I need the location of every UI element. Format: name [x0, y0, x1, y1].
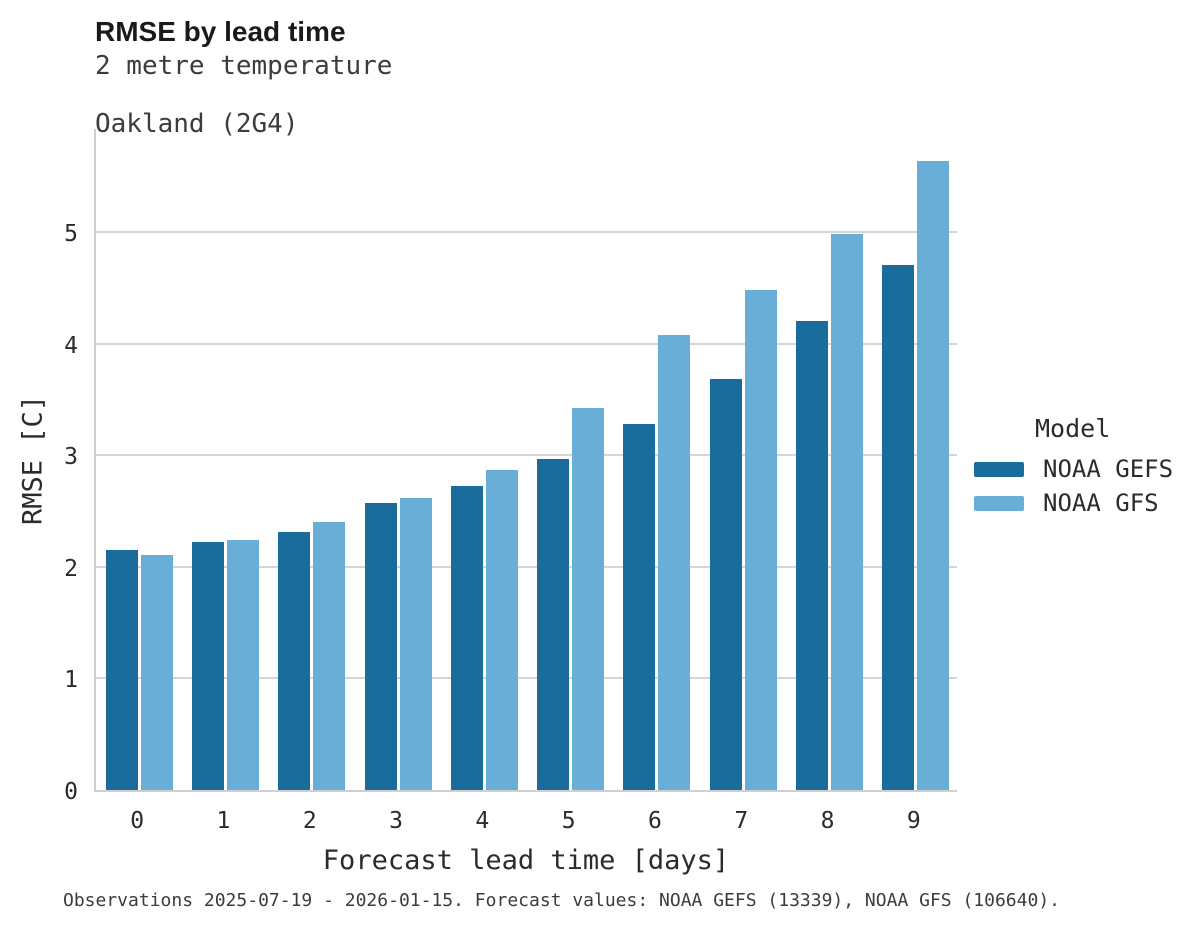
bar-noaa-gefs-lead-2 [278, 532, 311, 790]
bar-noaa-gefs-lead-7 [709, 379, 742, 790]
gridline-y-2 [96, 565, 957, 568]
chart-title: RMSE by lead time [95, 16, 346, 47]
bar-noaa-gfs-lead-5 [572, 408, 605, 790]
gridline-y-3 [96, 454, 957, 457]
plot-area [94, 129, 957, 792]
x-tick-label-3: 3 [389, 808, 403, 834]
caption: Observations 2025-07-19 - 2026-01-15. Fo… [63, 890, 1060, 911]
gridline-y-1 [96, 677, 957, 680]
bar-noaa-gfs-lead-9 [917, 160, 950, 790]
bar-noaa-gefs-lead-1 [191, 542, 224, 790]
y-tick-label-5: 5 [64, 220, 78, 247]
bar-noaa-gfs-lead-3 [399, 497, 432, 790]
y-tick-label-3: 3 [64, 444, 78, 471]
bar-noaa-gefs-lead-5 [537, 458, 570, 790]
y-tick-label-1: 1 [64, 667, 78, 694]
bar-noaa-gfs-lead-8 [831, 234, 864, 790]
bar-noaa-gfs-lead-4 [485, 469, 518, 790]
bar-noaa-gefs-lead-9 [882, 265, 915, 790]
y-tick-label-4: 4 [64, 332, 78, 359]
y-tick-label-2: 2 [64, 555, 78, 582]
subtitle-line-2: Oakland (2G4) [95, 109, 299, 139]
y-tick-label-0: 0 [64, 779, 78, 805]
x-tick-label-8: 8 [820, 808, 835, 834]
bar-noaa-gfs-lead-1 [226, 539, 259, 790]
x-tick-label-9: 9 [906, 808, 921, 834]
legend-label-noaa-gefs: NOAA GEFS [1043, 455, 1174, 483]
noaa-gefs-swatch-icon [974, 461, 1024, 477]
x-tick-label-7: 7 [734, 808, 749, 834]
x-tick-label-2: 2 [302, 808, 317, 834]
x-tick-label-0: 0 [130, 808, 145, 834]
bar-noaa-gfs-lead-0 [140, 554, 173, 790]
x-tick-label-5: 5 [561, 808, 576, 834]
gridline-y-4 [96, 342, 957, 345]
x-tick-label-4: 4 [475, 808, 490, 834]
subtitle-line-1: 2 metre temperature [95, 51, 393, 81]
bar-noaa-gefs-lead-6 [623, 423, 656, 790]
bar-noaa-gefs-lead-0 [105, 550, 138, 790]
bar-noaa-gfs-lead-7 [744, 289, 777, 790]
bar-noaa-gefs-lead-3 [364, 503, 397, 790]
legend: Model NOAA GEFS NOAA GFS [974, 414, 1173, 520]
legend-item-noaa-gefs: NOAA GEFS [974, 452, 1173, 486]
legend-item-noaa-gfs: NOAA GFS [974, 486, 1173, 520]
chart-subtitle: 2 metre temperature Oakland (2G4) [95, 52, 392, 139]
gridline-y-5 [96, 230, 957, 233]
bar-noaa-gefs-lead-4 [450, 486, 483, 790]
bar-noaa-gfs-lead-6 [658, 334, 691, 790]
legend-title: Model [1035, 414, 1111, 443]
bar-noaa-gefs-lead-8 [796, 321, 829, 790]
x-tick-label-1: 1 [216, 808, 231, 834]
x-axis-title: Forecast lead time [days] [322, 845, 730, 876]
legend-label-noaa-gfs: NOAA GFS [1043, 489, 1159, 517]
x-tick-label-6: 6 [648, 808, 662, 834]
bar-noaa-gfs-lead-2 [313, 522, 346, 790]
noaa-gfs-swatch-icon [974, 495, 1024, 511]
